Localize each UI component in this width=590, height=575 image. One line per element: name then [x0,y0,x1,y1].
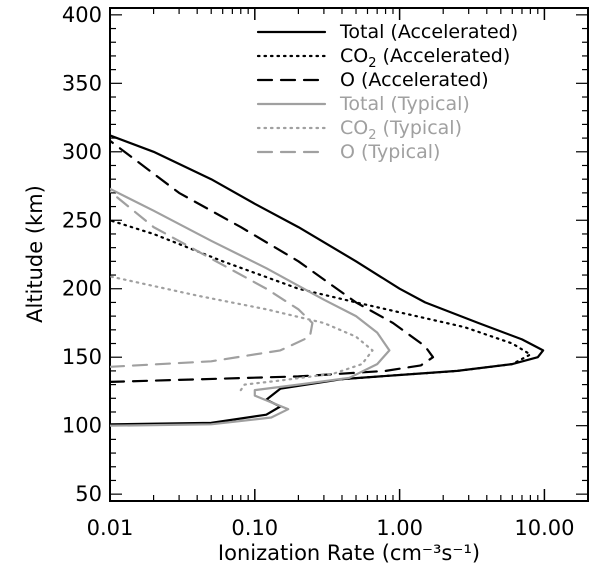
series-line [110,190,314,368]
legend-label: Total (Accelerated) [339,21,518,43]
plot-frame [109,7,589,502]
y-tick-label: 100 [62,414,102,438]
y-tick-label: 250 [62,208,102,232]
x-tick-label: 0.01 [87,516,134,540]
axis-ticks [109,8,589,501]
legend-label: CO2 (Typical) [340,117,462,143]
tick-labels: 0.01 0.10 1.00 10.00 50 100 150 200 250 300 350 400 [62,3,575,540]
y-tick-label: 200 [62,277,102,301]
x-tick-label: 10.00 [514,516,574,540]
series-line [110,187,391,427]
legend-label: O (Accelerated) [340,69,489,91]
y-tick-label: 50 [75,482,102,506]
series-line [110,275,374,392]
legend-label: CO2 (Accelerated) [340,45,510,71]
x-tick-label: 1.00 [376,516,423,540]
y-tick-label: 300 [62,140,102,164]
y-tick-label: 400 [62,3,102,27]
series-lines [110,134,545,427]
legend-label: O (Typical) [340,141,440,163]
y-tick-label: 150 [62,345,102,369]
y-axis-title: Altitude (km) [23,185,47,323]
legend-label: Total (Typical) [339,93,470,115]
x-tick-label: 0.10 [231,516,278,540]
y-tick-label: 350 [62,71,102,95]
series-line [110,139,435,383]
legend: Total (Accelerated)CO2 (Accelerated)O (A… [256,21,518,163]
x-axis-title: Ionization Rate (cm⁻³s⁻¹) [218,541,480,565]
series-line [110,219,532,381]
